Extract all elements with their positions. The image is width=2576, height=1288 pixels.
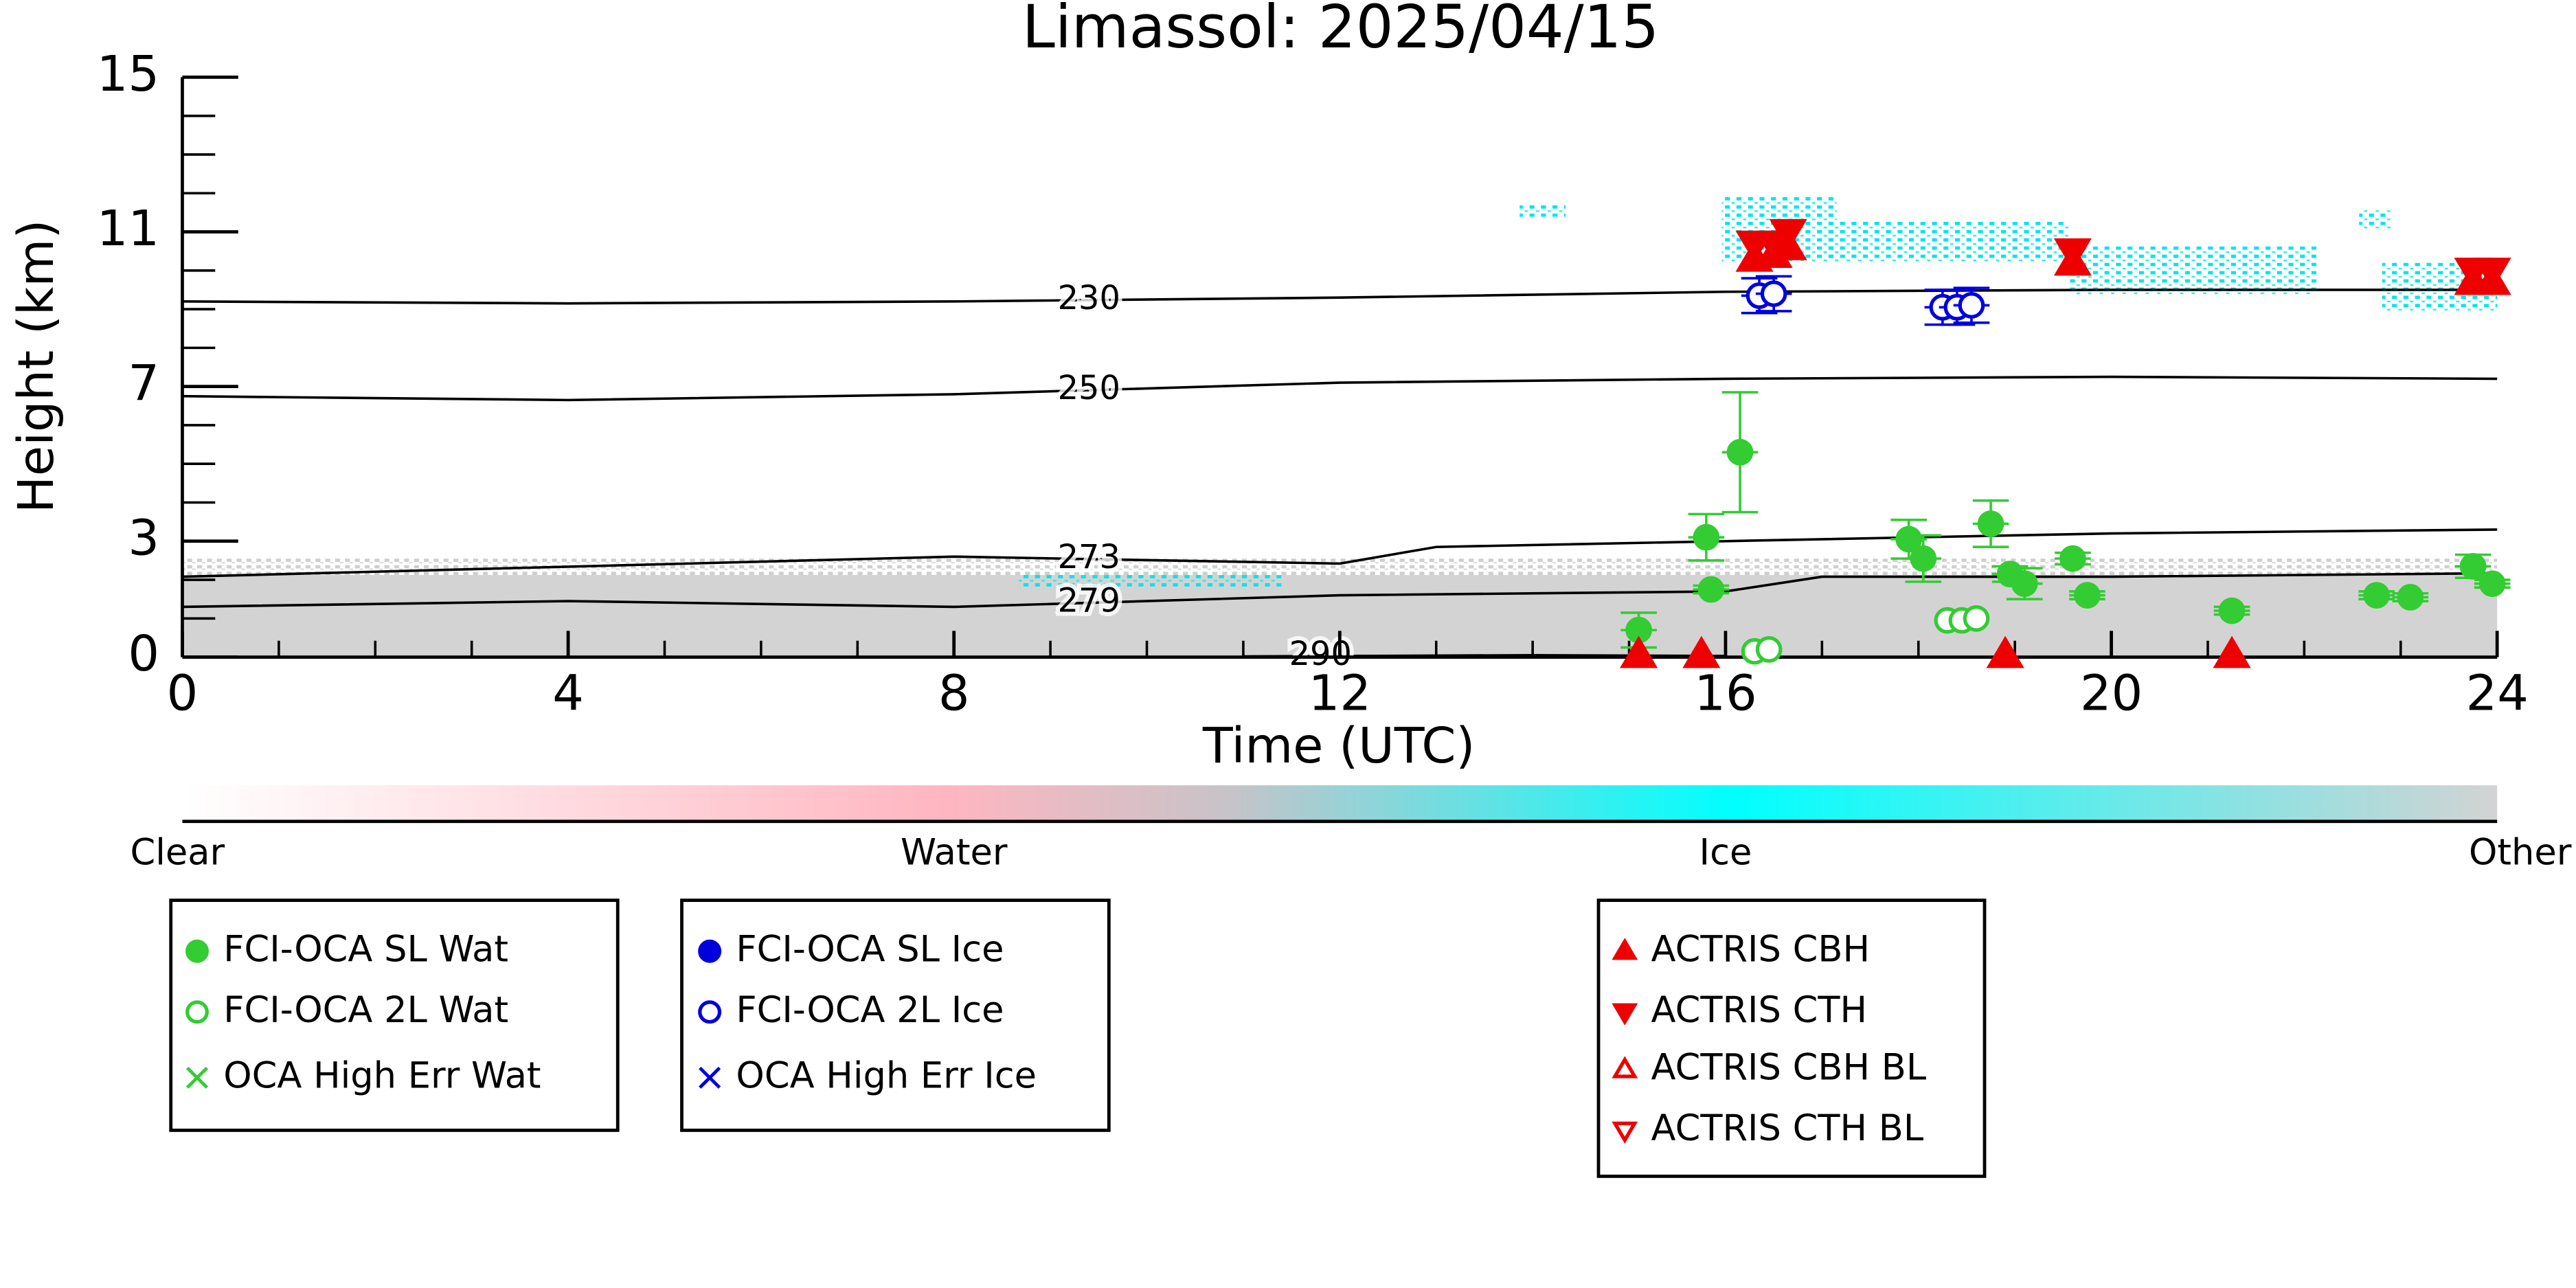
ice-patch <box>2070 246 2317 296</box>
marker <box>1697 576 1725 603</box>
marker <box>1963 605 1990 632</box>
colorbar-label: Other <box>2469 831 2572 873</box>
marker <box>2459 552 2487 580</box>
contour-line <box>182 572 2498 609</box>
colorbar-label: Clear <box>130 831 225 873</box>
marker <box>2363 582 2391 609</box>
legend-entry: ACTRIS CTH BL <box>1651 1107 1924 1149</box>
contour-line <box>182 289 2498 305</box>
colorbar-label: Ice <box>1699 831 1752 873</box>
ice-patch <box>1823 221 2070 263</box>
legend-marker <box>698 1000 722 1024</box>
legend-box <box>680 899 1111 1132</box>
legend-entry: ACTRIS CBH BL <box>1651 1047 1927 1089</box>
legend-entry: ACTRIS CBH <box>1651 928 1871 970</box>
marker <box>2059 545 2086 572</box>
y-tick-label: 7 <box>128 354 159 411</box>
contour-label: 273 <box>1058 539 1120 576</box>
colorbar <box>182 785 2498 822</box>
legend-marker <box>1612 1003 1638 1026</box>
x-tick-label: 8 <box>938 664 970 722</box>
marker <box>1910 545 1937 572</box>
cloud-mask <box>182 196 2498 657</box>
y-tick-label: 15 <box>97 45 159 102</box>
legend-marker <box>185 939 209 963</box>
x-tick-label: 4 <box>552 664 584 722</box>
legend-marker <box>1612 1056 1638 1078</box>
marker <box>2011 570 2038 598</box>
y-tick-label: 11 <box>97 199 159 257</box>
x-tick-label: 24 <box>2466 664 2529 722</box>
legend-marker <box>185 1000 209 1024</box>
x-tick-label: 12 <box>1309 664 1371 722</box>
x-tick-label: 0 <box>167 664 199 722</box>
ice-patch <box>1018 575 1282 589</box>
marker <box>1726 438 1754 466</box>
marker <box>1693 523 1720 551</box>
marker <box>2397 584 2424 611</box>
legend-entry: FCI-OCA 2L Ice <box>736 989 1004 1031</box>
marker <box>1620 635 1658 668</box>
legend-entry: FCI-OCA 2L Wat <box>223 989 508 1031</box>
contour-label: 250 <box>1058 370 1120 407</box>
colorbar-label: Water <box>901 831 1008 873</box>
legend-box <box>1596 899 1987 1178</box>
marker <box>2478 570 2506 598</box>
legend-marker <box>185 1066 209 1089</box>
y-axis-label: Height (km) <box>7 220 65 513</box>
contour-label: 230 <box>1058 280 1120 317</box>
y-tick-label: 0 <box>128 624 159 682</box>
marker <box>2218 597 2246 624</box>
legend-box <box>169 899 620 1132</box>
legend-entry: OCA High Err Wat <box>223 1055 541 1097</box>
y-tick-label: 3 <box>128 508 159 566</box>
x-axis-label: Time (UTC) <box>1202 716 1476 774</box>
marker <box>1895 526 1923 553</box>
marker <box>1986 635 2024 668</box>
legend-entry: ACTRIS CTH <box>1651 989 1868 1031</box>
marker <box>1958 292 1985 319</box>
marker <box>2074 582 2101 609</box>
legend-marker <box>1612 938 1638 960</box>
x-tick-label: 20 <box>2080 664 2143 722</box>
chart-title: Limassol: 2025/04/15 <box>1022 0 1659 62</box>
marker <box>1682 635 1721 668</box>
marker <box>2053 238 2092 271</box>
ice-patch <box>2359 210 2393 230</box>
legend-entry: OCA High Err Ice <box>736 1055 1037 1097</box>
legend-marker <box>699 1066 721 1089</box>
marker <box>1755 636 1783 663</box>
marker <box>1977 510 2004 537</box>
legend-marker <box>1612 1121 1638 1144</box>
marker <box>2213 635 2251 668</box>
marker <box>1760 280 1787 307</box>
marker <box>2473 258 2511 290</box>
contour-label: 279 <box>1058 583 1120 620</box>
marker <box>1769 218 1807 251</box>
ice-patch <box>1519 203 1566 217</box>
x-tick-label: 16 <box>1694 664 1756 722</box>
contour-line <box>182 528 2498 578</box>
legend-marker <box>698 939 722 963</box>
contour-line <box>182 375 2498 402</box>
legend-entry: FCI-OCA SL Ice <box>736 928 1004 970</box>
legend-entry: FCI-OCA SL Wat <box>223 928 508 970</box>
